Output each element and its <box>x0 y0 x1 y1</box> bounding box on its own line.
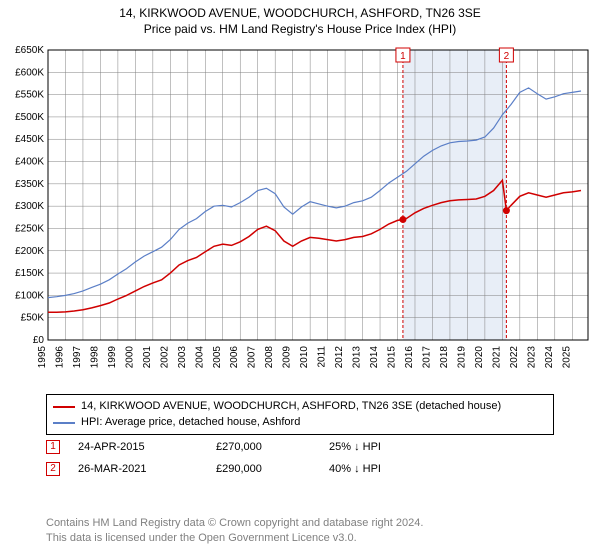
svg-text:2002: 2002 <box>159 346 170 369</box>
svg-text:2: 2 <box>504 51 510 62</box>
footer-line2: This data is licensed under the Open Gov… <box>46 531 423 546</box>
svg-text:2010: 2010 <box>299 346 310 369</box>
sale-marker-num: 2 <box>50 464 56 474</box>
svg-text:2014: 2014 <box>369 346 380 369</box>
svg-text:2015: 2015 <box>387 346 398 369</box>
title-address: 14, KIRKWOOD AVENUE, WOODCHURCH, ASHFORD… <box>0 6 600 20</box>
svg-text:2005: 2005 <box>212 346 223 369</box>
footer-line1: Contains HM Land Registry data © Crown c… <box>46 516 423 531</box>
legend-swatch <box>53 422 75 424</box>
svg-text:2016: 2016 <box>404 346 415 369</box>
svg-text:2023: 2023 <box>526 346 537 369</box>
svg-text:2003: 2003 <box>177 346 188 369</box>
svg-text:£150K: £150K <box>15 268 44 279</box>
legend-item: HPI: Average price, detached house, Ashf… <box>53 415 547 431</box>
svg-text:£100K: £100K <box>15 290 44 301</box>
chart-svg: £0 £50K £100K £150K £200K £250K £300K £350K £400… <box>6 44 594 384</box>
svg-text:£250K: £250K <box>15 223 44 234</box>
sale-price: £270,000 <box>216 441 311 453</box>
svg-text:2013: 2013 <box>352 346 363 369</box>
svg-text:£200K: £200K <box>15 246 44 257</box>
chart-container: 14, KIRKWOOD AVENUE, WOODCHURCH, ASHFORD… <box>0 0 600 560</box>
sale-marker: 2 <box>46 462 60 476</box>
svg-text:£550K: £550K <box>15 90 44 101</box>
svg-text:2008: 2008 <box>264 346 275 369</box>
sale-marker: 1 <box>46 440 60 454</box>
svg-text:£50K: £50K <box>21 313 45 324</box>
svg-text:£400K: £400K <box>15 157 44 168</box>
svg-text:1999: 1999 <box>107 346 118 369</box>
chart: £0 £50K £100K £150K £200K £250K £300K £350K £400… <box>6 44 594 384</box>
svg-text:2024: 2024 <box>544 346 555 369</box>
sale-row: 2 26-MAR-2021 £290,000 40% ↓ HPI <box>46 458 439 480</box>
legend-label: HPI: Average price, detached house, Ashf… <box>81 415 300 431</box>
svg-text:2021: 2021 <box>491 346 502 369</box>
svg-text:£450K: £450K <box>15 134 44 145</box>
footer: Contains HM Land Registry data © Crown c… <box>46 516 423 546</box>
sale-date: 24-APR-2015 <box>78 441 198 453</box>
titles: 14, KIRKWOOD AVENUE, WOODCHURCH, ASHFORD… <box>0 0 600 36</box>
sale-hpi: 25% ↓ HPI <box>329 441 439 453</box>
sale-marker-num: 1 <box>50 442 56 452</box>
svg-text:2025: 2025 <box>561 346 572 369</box>
legend: 14, KIRKWOOD AVENUE, WOODCHURCH, ASHFORD… <box>46 394 554 435</box>
svg-text:2004: 2004 <box>194 346 205 369</box>
svg-text:2018: 2018 <box>439 346 450 369</box>
sale-hpi: 40% ↓ HPI <box>329 463 439 475</box>
svg-text:1996: 1996 <box>54 346 65 369</box>
svg-text:2000: 2000 <box>124 346 135 369</box>
svg-text:2011: 2011 <box>317 346 328 368</box>
svg-text:£500K: £500K <box>15 112 44 123</box>
title-subtitle: Price paid vs. HM Land Registry's House … <box>0 22 600 36</box>
svg-text:1: 1 <box>400 51 406 62</box>
svg-text:£350K: £350K <box>15 179 44 190</box>
svg-text:£650K: £650K <box>15 45 44 56</box>
svg-text:2012: 2012 <box>334 346 345 369</box>
svg-text:2019: 2019 <box>456 346 467 369</box>
sale-date: 26-MAR-2021 <box>78 463 198 475</box>
svg-text:2017: 2017 <box>421 346 432 369</box>
svg-text:1997: 1997 <box>72 346 83 369</box>
svg-text:£300K: £300K <box>15 201 44 212</box>
svg-text:2022: 2022 <box>509 346 520 369</box>
svg-text:£0: £0 <box>33 335 45 346</box>
svg-text:2009: 2009 <box>282 346 293 369</box>
sale-row: 1 24-APR-2015 £270,000 25% ↓ HPI <box>46 436 439 458</box>
svg-text:2001: 2001 <box>142 346 153 369</box>
legend-label: 14, KIRKWOOD AVENUE, WOODCHURCH, ASHFORD… <box>81 399 501 415</box>
sale-price: £290,000 <box>216 463 311 475</box>
svg-text:£600K: £600K <box>15 67 44 78</box>
legend-item: 14, KIRKWOOD AVENUE, WOODCHURCH, ASHFORD… <box>53 399 547 415</box>
legend-swatch <box>53 406 75 408</box>
sales-table: 1 24-APR-2015 £270,000 25% ↓ HPI 2 26-MA… <box>46 436 439 480</box>
svg-text:2020: 2020 <box>474 346 485 369</box>
svg-text:1998: 1998 <box>89 346 100 369</box>
svg-text:2006: 2006 <box>229 346 240 369</box>
svg-text:2007: 2007 <box>247 346 258 369</box>
svg-text:1995: 1995 <box>37 346 48 369</box>
